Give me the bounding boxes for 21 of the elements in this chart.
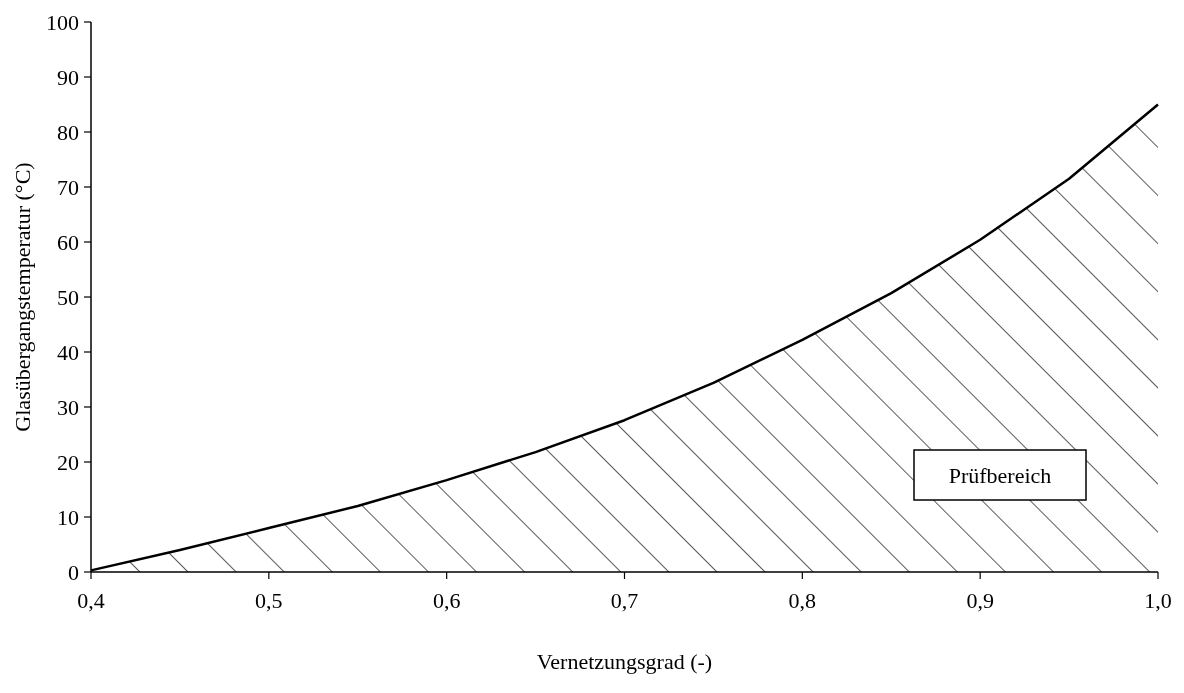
y-tick-label: 10 [57, 504, 79, 530]
x-tick-label: 0,6 [432, 588, 461, 613]
y-tick-label: 50 [57, 284, 79, 310]
x-tick-label: 0,8 [788, 588, 817, 613]
y-tick-label: 100 [46, 9, 79, 35]
x-tick-label: 0,7 [610, 588, 639, 613]
y-tick-label: 70 [57, 174, 79, 200]
y-tick-label: 30 [57, 394, 79, 420]
x-axis-title: Vernetzungsgrad (-) [536, 649, 713, 674]
y-axis-title: Glasübergangstemperatur (°C) [10, 162, 35, 432]
y-tick-label: 40 [57, 339, 79, 365]
annotation: Prüfbereich [948, 462, 1052, 488]
x-tick-label: 1,0 [1144, 588, 1172, 613]
x-tick-label: 0,4 [77, 588, 105, 613]
y-tick-label: 60 [57, 229, 79, 255]
x-tick-label: 0,9 [966, 588, 994, 613]
y-tick-label: 0 [68, 559, 79, 585]
y-tick-label: 80 [57, 119, 79, 145]
y-tick-label: 20 [57, 449, 79, 475]
y-tick-label: 90 [57, 64, 79, 90]
x-tick-label: 0,5 [255, 588, 283, 613]
